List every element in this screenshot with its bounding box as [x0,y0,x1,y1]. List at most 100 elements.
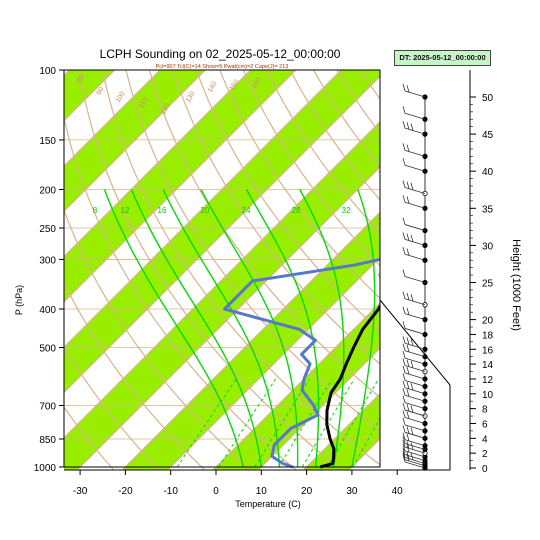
dry-adiabat [101,70,388,470]
wind-barb-feather [402,358,406,366]
wind-barb-feather [410,405,414,413]
wind-barb-staff [404,239,426,246]
x-tick-label: -30 [73,486,88,497]
dry-adiabat-label: 90 [96,86,106,96]
mixing-ratio-line [176,378,237,468]
height-tick-label: 50 [482,93,494,104]
dry-adiabat [242,70,450,330]
height-tick-label: 16 [482,345,494,356]
wind-barb-feather [402,450,406,458]
height-tick-label: 12 [482,375,494,386]
dry-adiabat-label: 140 [207,80,219,94]
wind-barb-feather [410,427,414,435]
wind-barb-feather [402,440,406,448]
wind-barb-feather [402,232,406,240]
wind-barb-staff [404,372,426,380]
wind-barb-feather [410,182,414,190]
wind-barb-staff [404,149,426,157]
height-tick-label: 40 [482,167,494,178]
y-tick-label: 1000 [34,463,57,474]
height-tick-label: 10 [482,390,494,401]
wind-barb-feather [406,441,410,449]
wind-barb-staff [404,409,426,417]
wind-barb-feather [402,321,406,329]
height-tick-label: 14 [482,360,494,371]
height-tick-label: 2 [482,449,488,460]
dry-adiabat-label: 110 [138,97,150,110]
isotherm-line [479,52,540,476]
wind-barb-feather [402,351,406,359]
wind-barb-feather [410,360,414,369]
wind-barb-feather [402,106,406,114]
mixing-ratio-label: 24 [242,206,251,215]
wind-barb-feather [406,233,410,241]
wind-barb-feather [402,365,406,374]
moist-adiabat [103,189,244,468]
height-tick-label: 6 [482,419,488,430]
x-tick-label: 20 [301,486,313,497]
y-tick-label: 400 [39,305,56,316]
isotherm-line [257,277,450,470]
wind-barb-staff [404,224,426,231]
wind-barb-feather [410,234,414,242]
wind-barb-feather [406,85,410,93]
temperature-band [0,52,42,476]
wind-barb-feather [402,436,406,444]
dry-adiabat [219,70,450,360]
isotherm-line [64,70,252,258]
x-tick-label: -20 [118,486,133,497]
mixing-ratio-label: 8 [93,206,98,215]
wind-barb-feather [402,195,406,203]
wind-barb-feather [402,269,406,277]
x-tick-label: -10 [163,486,178,497]
isotherm-line [64,70,161,167]
wind-barb-feather [406,181,410,189]
y2-axis-label: Height (1000 Feet) [510,239,522,331]
wind-barb-feather [406,381,410,390]
wind-barb-feather [402,217,406,225]
isotherm-line [64,70,433,439]
moist-adiabat [200,189,299,468]
mixing-ratio-label: 20 [201,206,210,215]
wind-barb-feather [402,395,406,403]
wind-barb-feather [410,442,414,450]
wind-barb-feather [402,247,406,255]
dry-adiabat [64,281,206,470]
wind-barb-feather [402,447,406,455]
wind-barb-feather [402,180,406,188]
wind-barb-feather [402,83,406,92]
wind-barb-feather [406,411,410,419]
height-tick-label: 30 [482,241,494,252]
wind-barb-feather [410,123,414,131]
wind-barb-feather [402,417,406,426]
mixing-ratio-label: 32 [342,206,351,215]
dry-adiabat [64,208,252,470]
x-tick-label: 40 [392,486,404,497]
height-tick-label: 0 [482,464,488,475]
wind-barb-feather [402,373,406,381]
temperature-band [64,70,450,470]
height-tick-label: 4 [482,434,488,445]
dry-adiabat-label: 150 [229,78,241,92]
wind-barb-staff [404,443,426,450]
x-tick-label: 10 [256,486,268,497]
moist-adiabat [245,189,320,468]
wind-barb-feather [402,425,406,433]
height-tick-label: 18 [482,330,494,341]
wind-barb-staff [404,402,426,410]
wind-barb-feather [402,143,406,151]
wind-barb-feather [406,307,410,315]
wind-station-dot [422,116,428,122]
mixing-ratio-label: 12 [121,206,130,215]
y-tick-label: 500 [39,343,56,354]
wind-barb-staff [404,276,426,283]
wind-barb-feather [406,426,410,434]
wind-barb-staff [404,424,426,432]
isotherm-line [64,70,343,349]
wind-barb-feather [406,248,410,256]
isotherm-line [121,141,450,470]
datetime-badge: DT: 2025-05-12_00:00:00 [394,50,491,66]
temperature-line [319,196,450,469]
height-tick-label: 35 [482,204,494,215]
